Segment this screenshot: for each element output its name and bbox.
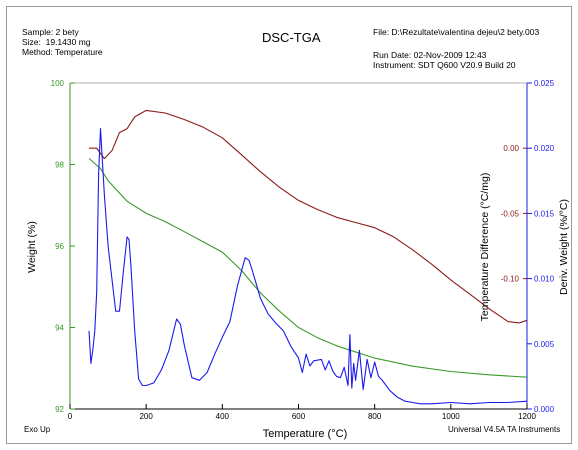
temp-diff-tick-label: -0.05 xyxy=(501,209,520,218)
deriv-weight-tick-label: 0.000 xyxy=(534,405,555,414)
deriv-weight-curve xyxy=(88,128,528,405)
run-date-label: Run Date: 02-Nov-2009 12:43 xyxy=(373,50,487,60)
method-label: Method: Temperature xyxy=(22,47,103,57)
deriv-weight-axis-label: Deriv. Weight (%/°C) xyxy=(558,199,570,295)
temp-diff-tick-label: -0.10 xyxy=(501,275,520,284)
deriv-weight-tick-label: 0.005 xyxy=(534,340,555,349)
instrument-label: Instrument: SDT Q600 V20.9 Build 20 xyxy=(373,60,516,70)
x-tick-label: 800 xyxy=(368,412,382,421)
weight-tick-label: 100 xyxy=(51,79,65,88)
file-label: File: D:\Rezultate\valentina dejeu\2 bet… xyxy=(373,27,540,37)
temp-diff-tick-label: 0.00 xyxy=(503,144,519,153)
deriv-weight-tick-label: 0.025 xyxy=(534,79,555,88)
weight-tick-label: 96 xyxy=(55,242,64,251)
x-tick-label: 200 xyxy=(139,412,153,421)
x-tick-label: 400 xyxy=(216,412,230,421)
weight-axis-label: Weight (%) xyxy=(26,221,38,273)
x-tick-label: 0 xyxy=(68,412,73,421)
weight-curve xyxy=(88,157,528,378)
weight-tick-label: 94 xyxy=(55,324,64,333)
temp-diff-axis-label: Temperature Difference (°C/mg) xyxy=(479,173,491,322)
deriv-weight-tick-label: 0.010 xyxy=(534,275,555,284)
x-tick-label: 600 xyxy=(292,412,306,421)
x-tick-label: 1200 xyxy=(518,412,536,421)
deriv-weight-tick-label: 0.020 xyxy=(534,144,555,153)
size-label: Size: 19.1430 mg xyxy=(22,37,91,47)
x-tick-label: 1000 xyxy=(442,412,460,421)
sample-label: Sample: 2 bety xyxy=(22,27,79,37)
chart-title: DSC-TGA xyxy=(262,30,321,45)
exo-up-label: Exo Up xyxy=(24,425,51,434)
heat-flow-curve xyxy=(89,109,528,324)
chart-frame xyxy=(6,6,572,444)
deriv-weight-tick-label: 0.015 xyxy=(534,209,555,218)
weight-tick-label: 98 xyxy=(55,161,64,170)
weight-tick-label: 92 xyxy=(55,405,64,414)
x-axis-label: Temperature (°C) xyxy=(263,428,347,440)
software-label: Universal V4.5A TA Instruments xyxy=(448,425,561,434)
